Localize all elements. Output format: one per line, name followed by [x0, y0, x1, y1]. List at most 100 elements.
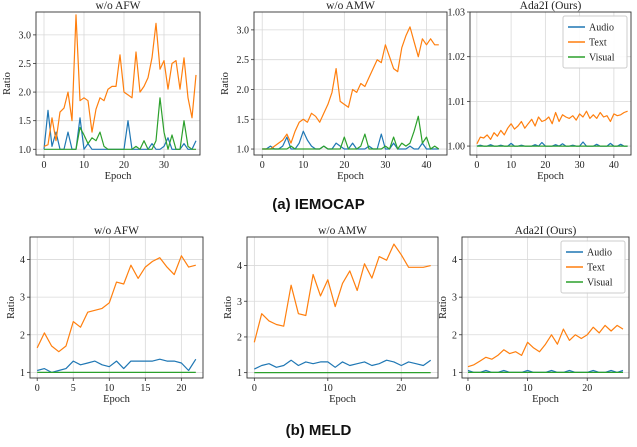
- y-tick-label: 1.01: [448, 97, 466, 108]
- x-tick-label: 40: [609, 160, 619, 171]
- x-tick-label: 0: [35, 383, 40, 394]
- y-tick-label: 2: [452, 330, 457, 341]
- y-tick-label: 2.0: [19, 88, 32, 99]
- x-axis-label: Epoch: [337, 171, 365, 182]
- x-tick-label: 15: [140, 383, 150, 394]
- legend-label-audio: Audio: [587, 248, 612, 259]
- x-tick-label: 20: [176, 383, 186, 394]
- x-tick-label: 20: [396, 383, 406, 394]
- chart-6: 0 10 20 1 2 3 4 Ada2I (Ours) Epoch Ratio Audio Text…: [438, 225, 630, 405]
- series-line-text: [43, 14, 197, 147]
- y-tick-label: 1.0: [237, 145, 250, 156]
- y-tick-label: 1.03: [448, 8, 466, 19]
- y-tick-label: 4: [20, 255, 25, 266]
- y-tick-label: 4: [237, 261, 242, 272]
- x-tick-label: 10: [298, 160, 308, 171]
- series-line-audio: [43, 109, 197, 150]
- x-axis-label: Epoch: [329, 394, 357, 405]
- legend-label-visual: Visual: [587, 278, 613, 289]
- x-tick-label: 10: [104, 383, 114, 394]
- plot-frame: [29, 236, 204, 379]
- chart-2: 0 10 20 30 40 1.0 1.5 2.0 2.5 3.0 w/o AMW Epoch Rati…: [220, 0, 448, 182]
- legend: Audio Text Visual: [560, 240, 626, 294]
- series-line-text: [476, 110, 628, 145]
- y-tick-label: 3: [20, 293, 25, 304]
- x-axis-label: Epoch: [103, 394, 131, 405]
- x-tick-label: 0: [465, 383, 470, 394]
- y-tick-label: 2.5: [237, 55, 250, 66]
- x-tick-label: 0: [252, 383, 257, 394]
- legend-label-visual: Visual: [589, 53, 615, 64]
- legend-label-audio: Audio: [589, 23, 614, 34]
- series-line-audio: [262, 130, 439, 150]
- chart-5: 0 10 20 1 2 3 4 w/o AMW Epoch Ratio: [223, 225, 439, 405]
- x-axis-label: Epoch: [532, 394, 560, 405]
- y-tick-label: 1: [237, 368, 242, 379]
- series-line-visual: [262, 115, 440, 150]
- x-tick-label: 30: [159, 160, 169, 171]
- x-tick-label: 10: [523, 383, 533, 394]
- x-tick-label: 40: [421, 160, 431, 171]
- y-axis-label: Ratio: [6, 296, 17, 319]
- x-tick-label: 5: [71, 383, 76, 394]
- x-tick-label: 0: [260, 160, 265, 171]
- series-line-text: [253, 243, 431, 343]
- chart-title: w/o AMW: [318, 225, 367, 237]
- x-tick-label: 30: [380, 160, 390, 171]
- series-line-audio: [254, 359, 432, 370]
- x-tick-label: 0: [42, 160, 47, 171]
- plot-frame: [469, 11, 632, 156]
- y-tick-label: 4: [452, 255, 457, 266]
- y-tick-label: 1: [452, 368, 457, 379]
- y-tick-label: 3.0: [19, 30, 32, 41]
- x-tick-label: 0: [474, 160, 479, 171]
- chart-title: w/o AMW: [326, 0, 375, 12]
- legend-box: [560, 240, 626, 294]
- chart-title: Ada2I (Ours): [520, 0, 582, 12]
- caption-meld: (b) MELD: [285, 422, 352, 439]
- series-line-text: [36, 255, 196, 353]
- y-tick-label: 2: [237, 332, 242, 343]
- x-tick-label: 20: [540, 160, 550, 171]
- plot-frame: [246, 236, 439, 379]
- caption-iemocap: (a) IEMOCAP: [272, 196, 365, 213]
- chart-4: 0 5 10 15 20 1 2 3 4 w/o AFW Epoch Ratio: [6, 225, 204, 405]
- y-tick-label: 1.5: [19, 116, 32, 127]
- series-line-text: [467, 324, 624, 368]
- plot-frame: [461, 236, 630, 379]
- x-axis-label: Epoch: [105, 171, 133, 182]
- y-tick-label: 1.5: [237, 115, 250, 126]
- chart-1: 0 10 20 30 1.0 1.5 2.0 2.5 3.0 w/o AFW Epoch Ratio: [2, 0, 201, 182]
- y-tick-label: 3: [452, 293, 457, 304]
- y-tick-label: 1.02: [448, 52, 466, 63]
- y-tick-label: 3: [237, 297, 242, 308]
- series-line-audio: [476, 141, 628, 147]
- y-tick-label: 1: [20, 368, 25, 379]
- y-tick-label: 2.5: [19, 59, 32, 70]
- y-axis-label: Ratio: [220, 72, 231, 95]
- chart-title: w/o AFW: [95, 0, 140, 12]
- series-line-text: [262, 26, 439, 150]
- chart-title: w/o AFW: [94, 225, 139, 237]
- plot-frame: [35, 11, 201, 156]
- series-line-visual: [44, 97, 196, 150]
- y-tick-label: 3.0: [237, 25, 250, 36]
- y-tick-label: 1.0: [19, 145, 32, 156]
- x-tick-label: 10: [506, 160, 516, 171]
- y-axis-label: Ratio: [438, 296, 449, 319]
- legend-box: [562, 15, 628, 69]
- x-tick-label: 20: [339, 160, 349, 171]
- series-line-audio: [37, 358, 197, 373]
- x-tick-label: 10: [79, 160, 89, 171]
- x-tick-label: 20: [119, 160, 129, 171]
- legend: Audio Text Visual: [562, 15, 628, 69]
- x-tick-label: 30: [575, 160, 585, 171]
- chart-3: 0 10 20 30 40 1.00 1.01 1.02 1.03 Ada2I (Ours) Epo…: [448, 0, 632, 182]
- y-tick-label: 1.00: [448, 142, 466, 153]
- x-axis-label: Epoch: [537, 171, 565, 182]
- legend-label-text: Text: [589, 38, 607, 49]
- x-tick-label: 10: [323, 383, 333, 394]
- chart-title: Ada2I (Ours): [515, 225, 577, 237]
- y-tick-label: 2.0: [237, 85, 250, 96]
